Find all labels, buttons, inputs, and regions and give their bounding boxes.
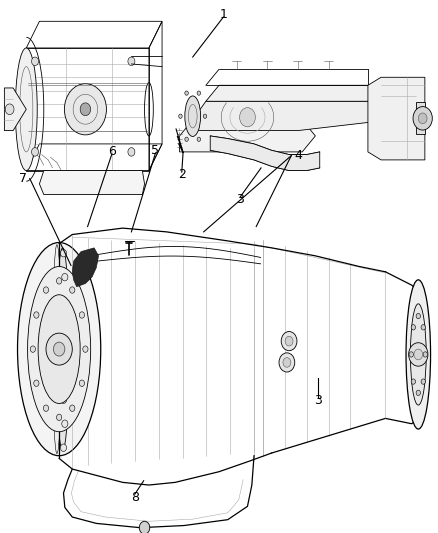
Circle shape: [34, 380, 39, 386]
Circle shape: [285, 336, 293, 346]
Circle shape: [60, 297, 67, 305]
Circle shape: [30, 346, 35, 352]
Ellipse shape: [185, 96, 201, 136]
Circle shape: [374, 112, 388, 128]
Polygon shape: [193, 101, 403, 131]
Ellipse shape: [15, 48, 37, 171]
Text: 7: 7: [19, 172, 27, 185]
Text: 5: 5: [152, 144, 159, 157]
Circle shape: [70, 287, 75, 293]
Circle shape: [57, 414, 62, 421]
Circle shape: [32, 57, 39, 66]
Circle shape: [62, 273, 68, 281]
Circle shape: [423, 352, 427, 357]
Circle shape: [60, 444, 67, 451]
Ellipse shape: [53, 245, 61, 454]
Circle shape: [62, 420, 68, 427]
Circle shape: [416, 390, 420, 395]
Circle shape: [70, 405, 75, 411]
Circle shape: [60, 249, 67, 257]
Text: 6: 6: [108, 146, 116, 158]
Circle shape: [283, 358, 291, 367]
Circle shape: [185, 91, 188, 95]
Ellipse shape: [410, 304, 426, 405]
Circle shape: [53, 342, 65, 356]
Text: 3: 3: [236, 193, 244, 206]
Circle shape: [240, 108, 255, 127]
Circle shape: [60, 396, 67, 403]
Circle shape: [185, 137, 188, 141]
Circle shape: [43, 287, 49, 293]
Circle shape: [203, 114, 207, 118]
Text: 8: 8: [131, 491, 139, 504]
Polygon shape: [180, 120, 315, 152]
Circle shape: [411, 379, 416, 384]
Circle shape: [372, 97, 375, 101]
Circle shape: [379, 88, 383, 93]
Circle shape: [79, 312, 85, 318]
Circle shape: [372, 139, 375, 143]
Circle shape: [64, 84, 106, 135]
Ellipse shape: [18, 243, 101, 456]
Circle shape: [414, 349, 423, 360]
Circle shape: [83, 346, 88, 352]
Circle shape: [128, 148, 135, 156]
Polygon shape: [4, 88, 26, 131]
Circle shape: [79, 380, 85, 386]
Circle shape: [421, 379, 425, 384]
Circle shape: [128, 57, 135, 66]
Text: 3: 3: [314, 394, 321, 407]
Circle shape: [387, 139, 390, 143]
Polygon shape: [210, 136, 320, 171]
Circle shape: [32, 148, 39, 156]
Circle shape: [43, 405, 49, 411]
Circle shape: [46, 333, 72, 365]
Polygon shape: [368, 77, 425, 160]
Circle shape: [369, 118, 372, 122]
Circle shape: [416, 313, 420, 319]
Polygon shape: [206, 85, 381, 101]
Circle shape: [179, 114, 182, 118]
Circle shape: [387, 97, 390, 101]
Ellipse shape: [56, 248, 69, 450]
Ellipse shape: [369, 85, 393, 155]
Circle shape: [279, 353, 295, 372]
Circle shape: [197, 91, 201, 95]
Circle shape: [139, 521, 150, 533]
Ellipse shape: [38, 295, 80, 403]
Circle shape: [379, 147, 383, 151]
Circle shape: [418, 113, 427, 124]
Circle shape: [421, 325, 425, 330]
Polygon shape: [39, 171, 145, 195]
Circle shape: [409, 343, 428, 366]
Text: 4: 4: [295, 149, 303, 162]
Polygon shape: [416, 102, 425, 134]
Circle shape: [281, 332, 297, 351]
Text: 2: 2: [178, 168, 186, 181]
Ellipse shape: [406, 280, 431, 429]
Circle shape: [411, 325, 416, 330]
Circle shape: [413, 107, 432, 130]
Circle shape: [57, 278, 62, 284]
Circle shape: [80, 103, 91, 116]
Circle shape: [5, 104, 14, 115]
Circle shape: [390, 118, 393, 122]
Circle shape: [409, 352, 413, 357]
Circle shape: [197, 137, 201, 141]
Ellipse shape: [28, 266, 91, 432]
Text: 1: 1: [219, 8, 227, 21]
Polygon shape: [72, 248, 99, 287]
Circle shape: [34, 312, 39, 318]
